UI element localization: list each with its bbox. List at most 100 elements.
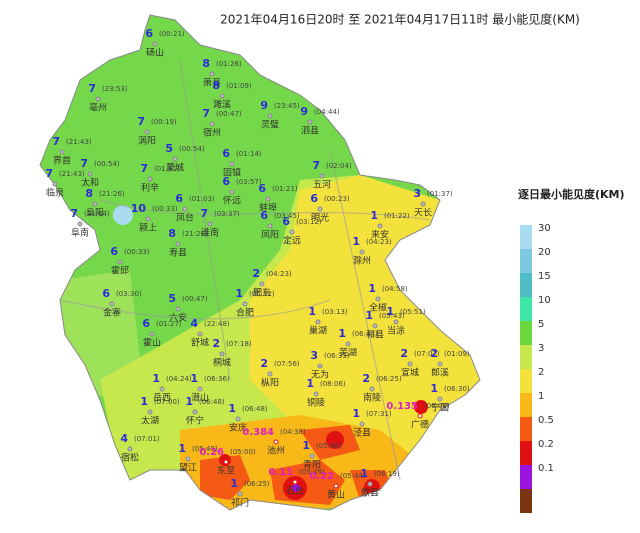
- station-value: 1: [352, 407, 360, 420]
- station-name: 金寨: [103, 307, 121, 319]
- station-dot: [207, 221, 213, 227]
- station-dot: [175, 306, 181, 312]
- legend-swatch: [520, 417, 532, 441]
- station-value: 8: [202, 57, 210, 70]
- station-time: (06:00): [424, 402, 450, 410]
- station-dot: [267, 223, 273, 229]
- station-time: (04:38): [280, 428, 306, 436]
- station-dot: [359, 249, 365, 255]
- station-dot: [375, 296, 381, 302]
- station-time: (05:00): [230, 448, 256, 456]
- station-time: (01:09): [226, 82, 252, 90]
- legend-swatch: [520, 345, 532, 369]
- station-dot: [267, 113, 273, 119]
- station-value: 0.384: [242, 427, 274, 438]
- legend-title: 逐日最小能见度(KM): [518, 187, 625, 201]
- station-dot: [289, 229, 295, 235]
- legend-label: 15: [538, 271, 551, 282]
- station-name: 明光: [311, 212, 329, 224]
- station-dot: [182, 206, 188, 212]
- station-dot: [333, 483, 339, 489]
- station-name: 全椒: [369, 302, 387, 314]
- station-name: 霍山: [143, 338, 161, 349]
- station-name: 当涂: [387, 325, 405, 337]
- station-dot: [369, 386, 375, 392]
- station-name: 铜陵: [307, 397, 325, 409]
- legend-swatch: [520, 465, 532, 489]
- station-value: 4: [190, 317, 198, 330]
- station-time: (03:12): [296, 218, 322, 226]
- legend-swatch: [520, 273, 532, 297]
- station-name: 蒙城: [166, 162, 184, 174]
- station-name: 合肥: [236, 307, 254, 319]
- station-dot: [149, 331, 155, 337]
- station-time: (00:54): [179, 145, 205, 153]
- station-value: 6: [282, 215, 290, 228]
- station-dot: [319, 173, 325, 179]
- station-name: 舒城: [191, 337, 209, 349]
- station-dot: [185, 456, 191, 462]
- station-dot: [420, 201, 426, 207]
- station-name: 太湖: [141, 415, 159, 427]
- station-dot: [95, 96, 101, 102]
- station-time: (23:45): [274, 102, 300, 110]
- station-dot: [223, 459, 229, 465]
- station-dot: [417, 413, 423, 419]
- station-time: (07:02): [414, 350, 440, 358]
- station-dot: [437, 361, 443, 367]
- station-value: 7: [200, 207, 208, 220]
- station-name: 东至: [217, 465, 235, 477]
- station-dot: [309, 453, 315, 459]
- station-time: (00:54): [94, 160, 120, 168]
- station-time: (00:19): [151, 118, 177, 126]
- legend-label: 3: [538, 343, 544, 354]
- station-value: 6: [110, 245, 118, 258]
- station-value: 7: [45, 167, 53, 180]
- station-dot: [152, 41, 158, 47]
- station-name: 利辛: [141, 182, 159, 194]
- station-dot: [145, 216, 151, 222]
- station-dot: [197, 331, 203, 337]
- station-time: (06:25): [244, 480, 270, 488]
- station-time: (02:04): [326, 162, 352, 170]
- station-dot: [317, 363, 323, 369]
- station-value: 8: [212, 79, 220, 92]
- station-value: 1: [308, 305, 316, 318]
- station-time: (06:25): [376, 375, 402, 383]
- station-name: 临泉: [46, 187, 64, 199]
- station-value: 1: [178, 442, 186, 455]
- station-dot: [229, 161, 235, 167]
- station-name: 和县: [366, 330, 384, 341]
- station-dot: [313, 391, 319, 397]
- station-value: 1: [430, 382, 438, 395]
- station-time: (05:43): [379, 312, 405, 320]
- station-time: (05:46): [316, 442, 342, 450]
- station-dot: [437, 396, 443, 402]
- station-value: 2: [430, 347, 438, 360]
- station-name: 六安: [169, 312, 187, 324]
- station-value: 1: [338, 327, 346, 340]
- station-time: (03:13): [322, 308, 348, 316]
- station-time: (21:44): [84, 210, 110, 218]
- station-time: (03:37): [214, 210, 240, 218]
- station-time: (06:19): [374, 470, 400, 478]
- station-dot: [87, 171, 93, 177]
- station-name: 怀远: [223, 195, 241, 207]
- station-time: (06:36): [204, 375, 230, 383]
- station-dot: [393, 319, 399, 325]
- station-name: 郎溪: [431, 367, 449, 379]
- station-time: (03:57): [236, 178, 262, 186]
- station-value: 6: [310, 192, 318, 205]
- legend-label: 5: [538, 319, 544, 330]
- station-dot: [77, 221, 83, 227]
- station-value: 2: [362, 372, 370, 385]
- station-value: 2: [400, 347, 408, 360]
- station-value: 6: [145, 27, 153, 40]
- legend-swatch: [520, 225, 532, 249]
- station-name: 歙县: [361, 487, 379, 499]
- station-dot: [144, 129, 150, 135]
- station-name: 肥东: [253, 287, 271, 299]
- station-name: 潜山: [191, 392, 209, 404]
- station-value: 4: [120, 432, 128, 445]
- station-value: 5: [168, 292, 176, 305]
